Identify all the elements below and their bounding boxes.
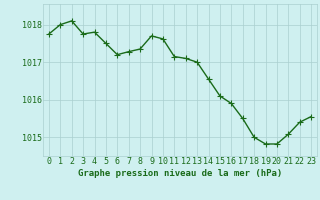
- X-axis label: Graphe pression niveau de la mer (hPa): Graphe pression niveau de la mer (hPa): [78, 169, 282, 178]
